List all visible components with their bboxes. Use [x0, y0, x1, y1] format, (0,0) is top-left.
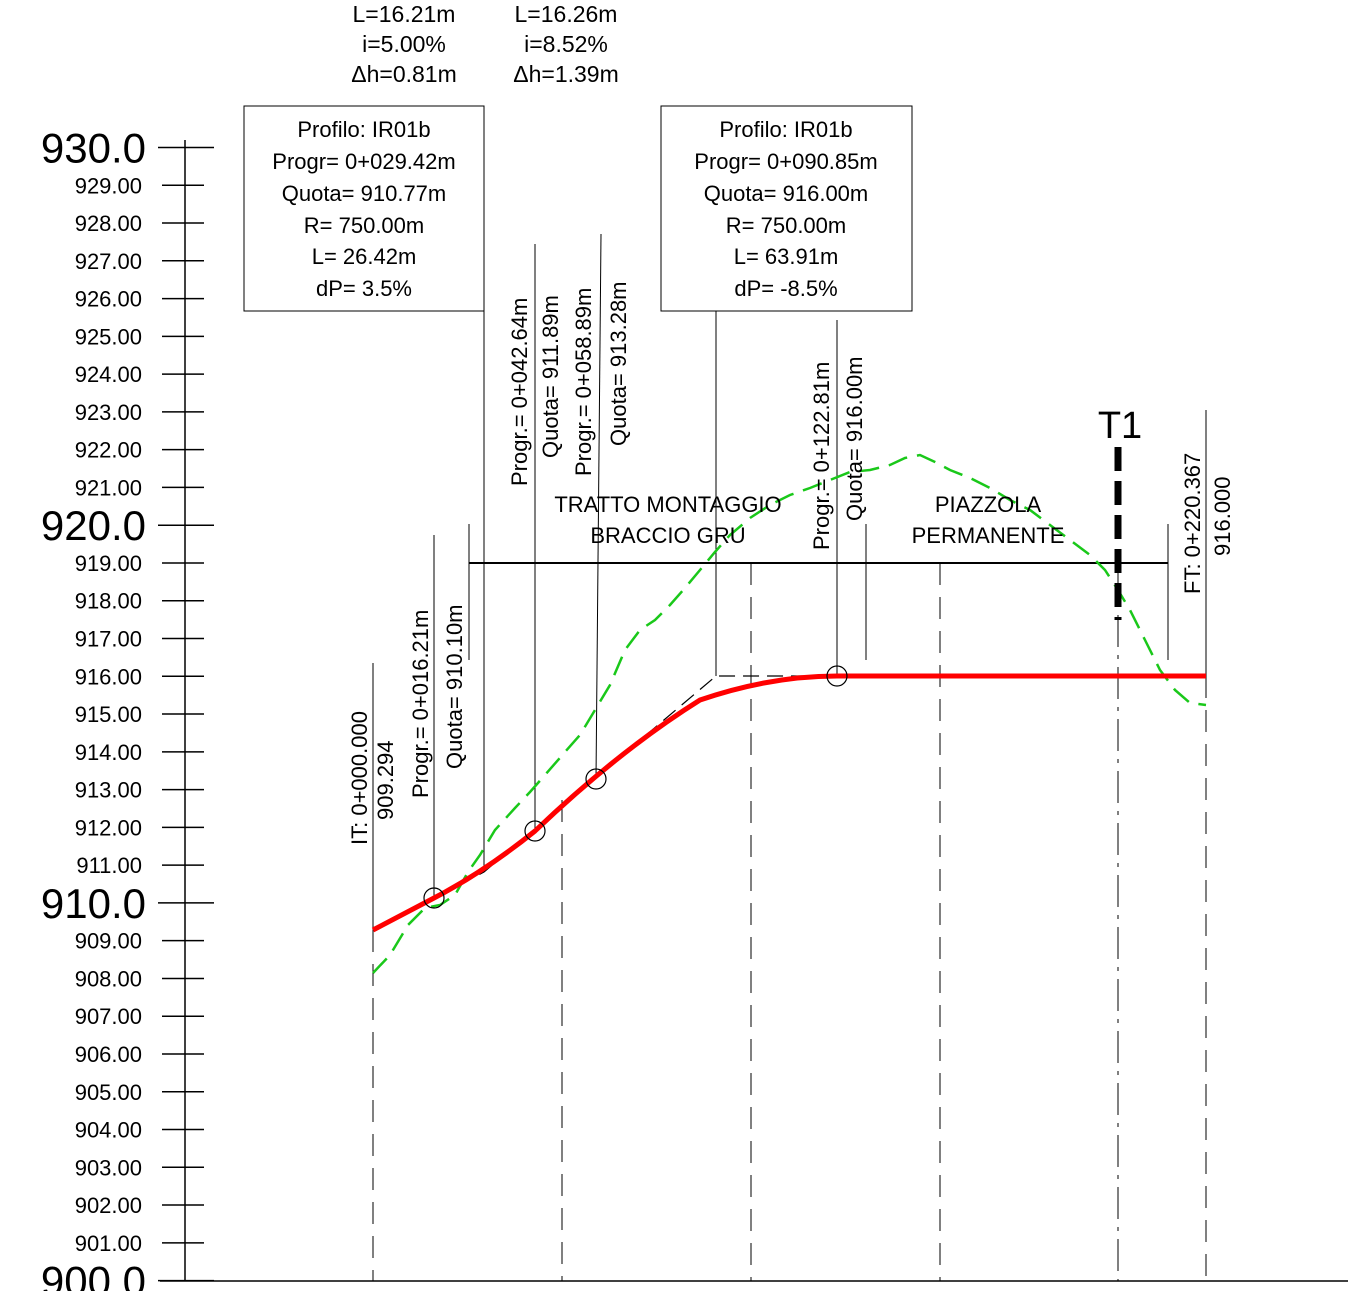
minor-tick-label: 902.00 — [75, 1193, 142, 1218]
p1-progr-label: Progr.= 0+016.21m — [408, 610, 433, 798]
t1-label: T1 — [1098, 405, 1142, 447]
box-1-line: Progr= 0+029.42m — [272, 149, 455, 174]
vertex-circle — [585, 768, 607, 790]
p2-progr-label: Progr.= 0+042.64m — [507, 298, 532, 486]
vertical-labels: IT: 0+000.000 909.294 Progr.= 0+016.21m … — [347, 281, 1235, 845]
box-1-line: R= 750.00m — [304, 213, 424, 238]
zone-1-line-2: BRACCIO GRU — [590, 523, 745, 548]
box-2-line: L= 63.91m — [734, 244, 839, 269]
segment-2-delta-h: Δh=1.39m — [513, 61, 619, 87]
minor-tick-label: 906.00 — [75, 1042, 142, 1067]
minor-tick-label: 921.00 — [75, 475, 142, 500]
box-1-line: L= 26.42m — [312, 244, 417, 269]
minor-tick-label: 904.00 — [75, 1118, 142, 1143]
zone-2-line-2: PERMANENTE — [912, 523, 1065, 548]
leader-lines — [372, 233, 1207, 930]
box-2-line: dP= -8.5% — [734, 276, 837, 301]
p3-quota-label: Quota= 913.28m — [606, 281, 631, 446]
box-2-line: Progr= 0+090.85m — [694, 149, 877, 174]
vertex-circle — [423, 887, 445, 909]
design-profile — [371, 673, 1206, 933]
minor-tick-label: 909.00 — [75, 929, 142, 954]
major-tick-label: 920.0 — [41, 502, 146, 549]
profile-box-1: Profilo: IR01b Progr= 0+029.42m Quota= 9… — [243, 105, 485, 312]
segment-2-length: L=16.26m — [515, 1, 618, 27]
segment-1-delta-h: Δh=0.81m — [351, 61, 457, 87]
vertex-circle — [826, 665, 848, 687]
minor-tick-label: 916.00 — [75, 664, 142, 689]
minor-tick-label: 925.00 — [75, 324, 142, 349]
minor-tick-label: 914.00 — [75, 740, 142, 765]
vertex-circle — [524, 820, 546, 842]
zone-2-line-1: PIAZZOLA — [935, 492, 1042, 517]
minor-tick-label: 901.00 — [75, 1231, 142, 1256]
start-elevation-label: 909.294 — [373, 740, 398, 820]
minor-tick-label: 908.00 — [75, 966, 142, 991]
minor-tick-label: 918.00 — [75, 589, 142, 614]
box-1-line: Profilo: IR01b — [297, 117, 430, 142]
minor-tick-label: 905.00 — [75, 1080, 142, 1105]
minor-tick-label: 926.00 — [75, 287, 142, 312]
vertex-markers — [423, 665, 848, 909]
minor-tick-label: 927.00 — [75, 249, 142, 274]
minor-tick-label: 907.00 — [75, 1004, 142, 1029]
zone-1-line-1: TRATTO MONTAGGIO — [554, 492, 781, 517]
segment-labels: L=16.21m i=5.00% Δh=0.81m L=16.26m i=8.5… — [351, 1, 619, 87]
minor-tick-label: 923.00 — [75, 400, 142, 425]
minor-tick-label: 919.00 — [75, 551, 142, 576]
minor-tick-label: 911.00 — [76, 853, 142, 878]
p3-progr-label: Progr.= 0+058.89m — [571, 288, 596, 476]
box-1-line: Quota= 910.77m — [282, 181, 447, 206]
box-2-line: Quota= 916.00m — [704, 181, 869, 206]
minor-tick-label: 917.00 — [75, 627, 142, 652]
minor-tick-label: 929.00 — [75, 173, 142, 198]
start-station-label: IT: 0+000.000 — [347, 711, 372, 845]
minor-tick-label: 915.00 — [75, 702, 142, 727]
minor-tick-label: 924.00 — [75, 362, 142, 387]
minor-tick-label: 928.00 — [75, 211, 142, 236]
box-1-line: dP= 3.5% — [316, 276, 412, 301]
segment-1-length: L=16.21m — [353, 1, 456, 27]
p1-quota-label: Quota= 910.10m — [442, 604, 467, 769]
segment-2-slope: i=8.52% — [524, 31, 608, 57]
minor-tick-label: 913.00 — [75, 778, 142, 803]
profile-box-2: Profilo: IR01b Progr= 0+090.85m Quota= 9… — [660, 105, 913, 312]
box-2-line: Profilo: IR01b — [719, 117, 852, 142]
zone-labels: TRATTO MONTAGGIO BRACCIO GRU PIAZZOLA PE… — [554, 492, 1064, 548]
p2-quota-label: Quota= 911.89m — [538, 295, 563, 458]
end-station-label: FT: 0+220.367 — [1180, 453, 1205, 594]
minor-tick-label: 922.00 — [75, 438, 142, 463]
major-tick-label: 930.0 — [41, 125, 146, 172]
terrain-profile — [372, 453, 1207, 974]
p4-progr-label: Progr.= 0+122.81m — [809, 362, 834, 550]
minor-tick-label: 903.00 — [75, 1155, 142, 1180]
end-elevation-label: 916.000 — [1210, 476, 1235, 556]
t1-marker: T1 — [1098, 405, 1142, 620]
elevation-ticks: 930.0 920.0 910.0 900.0 929.00 928.00 927.00 92… — [41, 125, 214, 1291]
major-tick-label: 910.0 — [41, 880, 146, 927]
segment-1-slope: i=5.00% — [362, 31, 446, 57]
p4-quota-label: Quota= 916.00m — [842, 356, 867, 521]
tangent-polygon — [372, 675, 1206, 931]
box-2-line: R= 750.00m — [726, 213, 846, 238]
minor-tick-label: 912.00 — [75, 815, 142, 840]
major-tick-label: 900.0 — [41, 1258, 146, 1291]
section-lines — [372, 563, 1207, 1281]
